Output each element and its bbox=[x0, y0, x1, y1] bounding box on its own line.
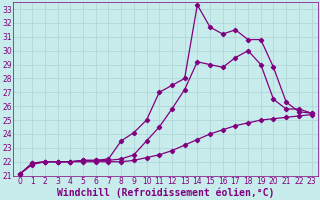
X-axis label: Windchill (Refroidissement éolien,°C): Windchill (Refroidissement éolien,°C) bbox=[57, 187, 274, 198]
